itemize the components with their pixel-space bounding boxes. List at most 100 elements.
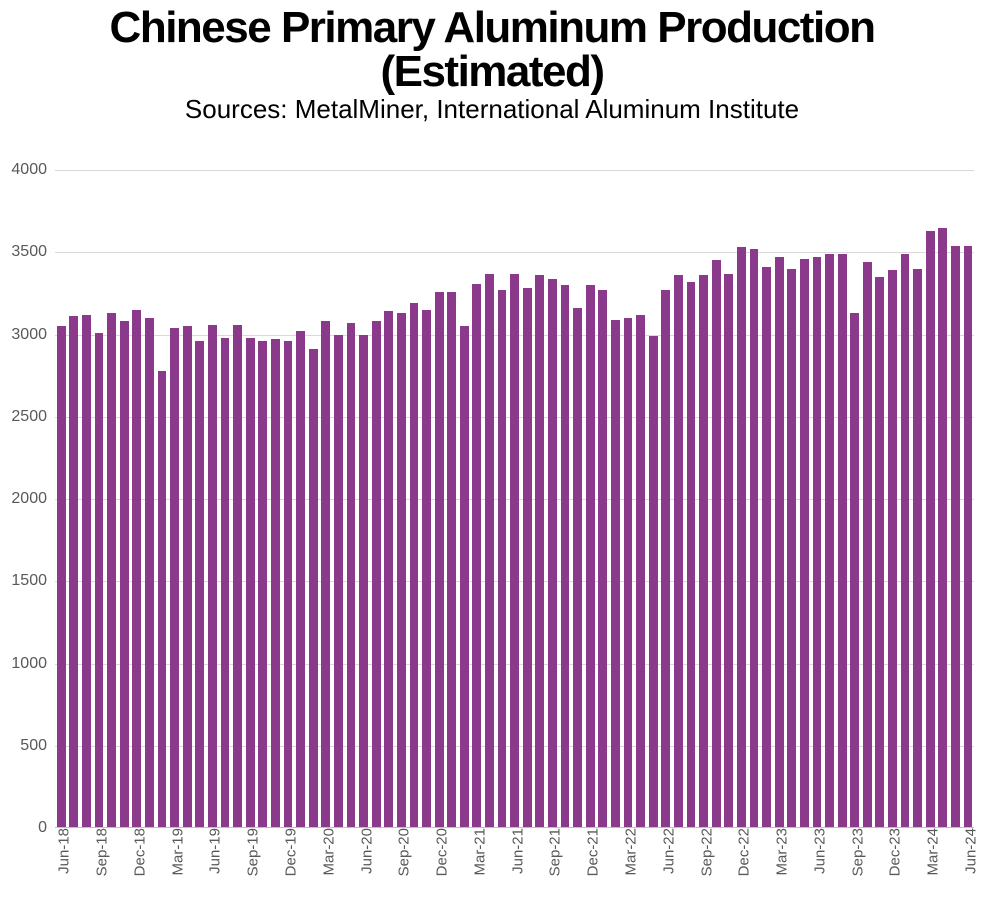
bar (233, 325, 242, 828)
x-tick-label: Mar-21 (465, 828, 488, 876)
x-tick-label: Dec-22 (730, 828, 753, 876)
bar (170, 328, 179, 828)
bar-slot (823, 170, 836, 828)
x-tick-label: Mar-20 (314, 828, 337, 876)
bar-slot: Dec-19 (282, 170, 295, 828)
x-tick-label: Dec-19 (276, 828, 299, 876)
y-tick-label: 3500 (11, 243, 55, 261)
bar-slot: Jun-21 (508, 170, 521, 828)
bar (296, 331, 305, 828)
bar-slot (80, 170, 93, 828)
bar (69, 316, 78, 828)
bar-slot (496, 170, 509, 828)
bar (309, 349, 318, 828)
bar-slot (382, 170, 395, 828)
bar (661, 290, 670, 828)
bar-slot (861, 170, 874, 828)
bar (384, 311, 393, 828)
x-tick-label: Mar-23 (768, 828, 791, 876)
bar (107, 313, 116, 828)
bar-slot: Jun-24 (962, 170, 975, 828)
bar-slot: Sep-19 (244, 170, 257, 828)
bar-slot (143, 170, 156, 828)
bar-slot (609, 170, 622, 828)
x-tick-label: Jun-23 (805, 828, 828, 874)
title-block: Chinese Primary Aluminum Production (Est… (0, 0, 984, 122)
bar-slot: Jun-20 (357, 170, 370, 828)
bar-slot (257, 170, 270, 828)
bar-slot (521, 170, 534, 828)
bar (271, 339, 280, 828)
bar-slot: Jun-22 (660, 170, 673, 828)
bar (221, 338, 230, 828)
bar-slot (420, 170, 433, 828)
x-tick-label: Sep-23 (843, 828, 866, 876)
y-tick-label: 1000 (11, 655, 55, 673)
bar-slot (710, 170, 723, 828)
bar-slot (949, 170, 962, 828)
bar (762, 267, 771, 828)
chart-container: Chinese Primary Aluminum Production (Est… (0, 0, 984, 898)
bar (737, 247, 746, 828)
bar (800, 259, 809, 828)
bar-slot (68, 170, 81, 828)
chart-title: Chinese Primary Aluminum Production (Est… (0, 6, 984, 94)
bar (334, 335, 343, 829)
bar-slot (899, 170, 912, 828)
bar-slot: Sep-21 (546, 170, 559, 828)
x-tick-label: Sep-22 (692, 828, 715, 876)
bar-slot (181, 170, 194, 828)
bar (183, 326, 192, 828)
x-axis-baseline (55, 827, 974, 828)
bar (472, 284, 481, 828)
bar (624, 318, 633, 828)
bar-slot: Dec-21 (584, 170, 597, 828)
bar (586, 285, 595, 828)
bar-slot (370, 170, 383, 828)
bar (863, 262, 872, 828)
bar (813, 257, 822, 828)
bar (598, 290, 607, 828)
bar-slot (647, 170, 660, 828)
bar-slot (307, 170, 320, 828)
bar-slot (836, 170, 849, 828)
x-tick-label: Dec-20 (428, 828, 451, 876)
x-tick-label: Mar-24 (919, 828, 942, 876)
bar-slot (219, 170, 232, 828)
bar (775, 257, 784, 828)
x-tick-label: Jun-18 (50, 828, 73, 874)
bar-slot (634, 170, 647, 828)
bar (132, 310, 141, 828)
bars-container: Jun-18Sep-18Dec-18Mar-19Jun-19Sep-19Dec-… (55, 170, 974, 828)
bar-slot (760, 170, 773, 828)
y-tick-label: 2000 (11, 490, 55, 508)
bar-slot: Jun-23 (811, 170, 824, 828)
bar (636, 315, 645, 828)
bar (938, 228, 947, 828)
x-tick-label: Jun-21 (503, 828, 526, 874)
y-tick-label: 4000 (11, 161, 55, 179)
bar (195, 341, 204, 828)
bar-slot (332, 170, 345, 828)
bar-slot: Jun-18 (55, 170, 68, 828)
bar (447, 292, 456, 828)
bar-slot (785, 170, 798, 828)
bar (699, 275, 708, 828)
bar-slot (118, 170, 131, 828)
bar-slot (911, 170, 924, 828)
bar-slot (294, 170, 307, 828)
bar-slot (345, 170, 358, 828)
bar (535, 275, 544, 828)
bar (422, 310, 431, 828)
bar (208, 325, 217, 828)
bar-slot: Mar-20 (319, 170, 332, 828)
y-tick-label: 1500 (11, 572, 55, 590)
bar (435, 292, 444, 828)
bar (397, 313, 406, 828)
bar (460, 326, 469, 828)
bar (913, 269, 922, 828)
bar (510, 274, 519, 828)
bar (485, 274, 494, 828)
bar-slot: Sep-20 (395, 170, 408, 828)
bar (548, 279, 557, 828)
